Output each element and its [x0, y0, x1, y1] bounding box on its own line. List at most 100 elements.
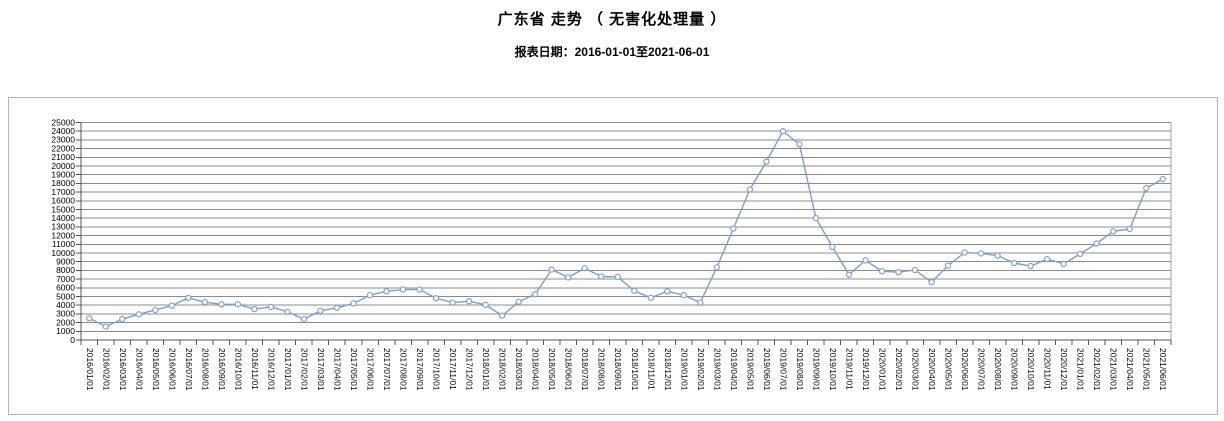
data-point-marker	[664, 288, 671, 295]
x-axis-label: 2017/05/01	[349, 348, 359, 391]
x-axis-label: 2021/03/01	[1109, 348, 1119, 391]
data-point-marker	[713, 264, 720, 271]
y-axis-label: 5000	[56, 291, 75, 301]
data-point-marker	[251, 305, 258, 313]
x-axis-label: 2020/01/01	[877, 348, 887, 391]
x-axis-label: 2019/12/01	[861, 348, 871, 391]
chart-title: 广东省 走势 （ 无害化处理量 ）	[497, 11, 727, 28]
x-axis-label: 2019/03/01	[712, 348, 722, 391]
data-point-marker	[911, 266, 919, 274]
y-axis-label: 9000	[56, 257, 75, 267]
data-point-marker	[300, 315, 308, 323]
x-axis-label: 2017/10/01	[432, 348, 442, 391]
data-point-marker	[284, 308, 291, 315]
x-axis-label: 2021/02/01	[1092, 348, 1102, 391]
report-date-range: 报表日期：2016-01-01至2021-06-01	[514, 45, 710, 59]
x-axis-label: 2016/12/01	[266, 348, 276, 391]
x-axis-label: 2021/06/01	[1158, 348, 1168, 391]
y-axis-label: 22000	[51, 143, 75, 153]
data-point-marker	[1010, 259, 1018, 267]
x-axis-label: 2018/06/01	[564, 348, 574, 391]
data-point-marker	[928, 278, 935, 286]
data-point-marker	[1027, 262, 1034, 270]
data-point-marker	[614, 273, 621, 281]
data-point-marker	[647, 294, 654, 301]
x-axis-label: 2017/04/01	[332, 348, 342, 391]
x-axis-label: 2020/11/01	[1043, 348, 1053, 390]
y-axis-label: 11000	[52, 239, 75, 249]
x-axis-label: 2017/09/01	[415, 348, 425, 391]
x-axis-label: 2017/11/01	[448, 348, 458, 390]
x-axis-label: 2019/05/01	[745, 348, 755, 391]
x-axis-label: 2016/08/01	[200, 348, 210, 391]
data-point-marker	[944, 262, 952, 269]
x-axis-label: 2017/06/01	[366, 348, 376, 391]
data-point-marker	[796, 141, 803, 148]
data-point-marker	[449, 299, 456, 306]
data-point-marker	[498, 312, 506, 319]
y-axis-label: 8000	[56, 265, 75, 275]
x-axis-label: 2018/08/01	[597, 348, 607, 391]
x-axis-label: 2020/02/01	[894, 348, 904, 391]
x-axis-label: 2020/07/01	[977, 348, 987, 391]
data-point-marker	[1126, 225, 1133, 233]
data-point-marker	[366, 292, 374, 299]
data-point-marker	[532, 291, 539, 298]
x-axis-label: 2021/04/01	[1125, 348, 1135, 391]
x-axis-label: 2019/01/01	[679, 348, 689, 391]
x-axis-label: 2019/07/01	[778, 348, 788, 391]
y-axis-label: 21000	[51, 152, 75, 162]
x-axis-label: 2017/12/01	[465, 348, 475, 391]
x-axis-label: 2020/04/01	[927, 348, 937, 391]
x-axis-label: 2020/06/01	[960, 348, 970, 391]
x-axis-label: 2017/02/01	[299, 348, 309, 391]
data-point-marker	[1060, 260, 1067, 268]
data-point-marker	[895, 268, 902, 276]
y-axis-label: 14000	[51, 213, 75, 223]
y-axis-label: 19000	[51, 170, 75, 180]
data-point-marker	[779, 128, 787, 135]
x-axis-label: 2021/01/01	[1076, 348, 1086, 391]
y-axis-label: 17000	[51, 187, 75, 197]
y-axis-label: 24000	[51, 126, 75, 136]
x-axis-label: 2018/10/01	[630, 348, 640, 391]
x-axis-label: 2020/12/01	[1059, 348, 1069, 391]
data-point-marker	[185, 294, 192, 301]
data-point-marker	[1093, 240, 1100, 247]
x-axis-label: 2020/08/01	[993, 348, 1003, 391]
y-axis-label: 2000	[56, 317, 75, 327]
y-axis-label: 16000	[51, 196, 75, 206]
x-axis-label: 2018/04/01	[531, 348, 541, 391]
data-point-marker	[465, 298, 473, 305]
data-point-marker	[845, 271, 853, 278]
data-point-marker	[746, 186, 754, 193]
x-axis-label: 2020/03/01	[911, 348, 921, 391]
data-point-marker	[1077, 250, 1084, 258]
y-axis-label: 25000	[51, 117, 75, 127]
y-axis-label: 0	[70, 335, 75, 345]
data-point-marker	[218, 301, 225, 308]
data-point-marker	[399, 286, 407, 293]
data-point-marker	[1143, 185, 1150, 192]
data-point-marker	[135, 311, 142, 318]
y-axis-label: 12000	[51, 230, 75, 240]
data-point-marker	[333, 304, 341, 311]
y-axis-label: 4000	[56, 300, 75, 310]
x-axis-label: 2018/12/01	[663, 348, 673, 391]
y-axis-label: 15000	[51, 204, 75, 214]
x-axis-label: 2018/07/01	[580, 348, 590, 391]
y-axis-label: 1000	[56, 326, 75, 336]
x-axis-label: 2018/11/01	[646, 348, 656, 390]
data-point-marker	[234, 301, 242, 308]
y-axis-label: 3000	[56, 309, 75, 319]
x-axis-label: 2018/05/01	[547, 348, 557, 391]
x-axis-label: 2019/08/01	[795, 348, 805, 391]
data-point-marker	[1159, 175, 1166, 183]
data-point-marker	[416, 286, 423, 293]
data-point-marker	[878, 268, 886, 275]
x-axis-label: 2017/01/01	[283, 348, 293, 391]
y-axis-label: 13000	[51, 222, 75, 232]
data-point-marker	[812, 215, 820, 222]
data-point-marker	[432, 295, 440, 302]
x-axis-label: 2016/07/01	[184, 348, 194, 391]
